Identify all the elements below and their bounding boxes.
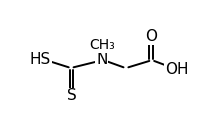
- Text: CH₃: CH₃: [89, 38, 115, 52]
- Text: O: O: [145, 29, 157, 44]
- Text: OH: OH: [165, 62, 188, 77]
- Text: HS: HS: [30, 52, 51, 67]
- Text: N: N: [96, 52, 108, 67]
- Text: S: S: [67, 88, 76, 103]
